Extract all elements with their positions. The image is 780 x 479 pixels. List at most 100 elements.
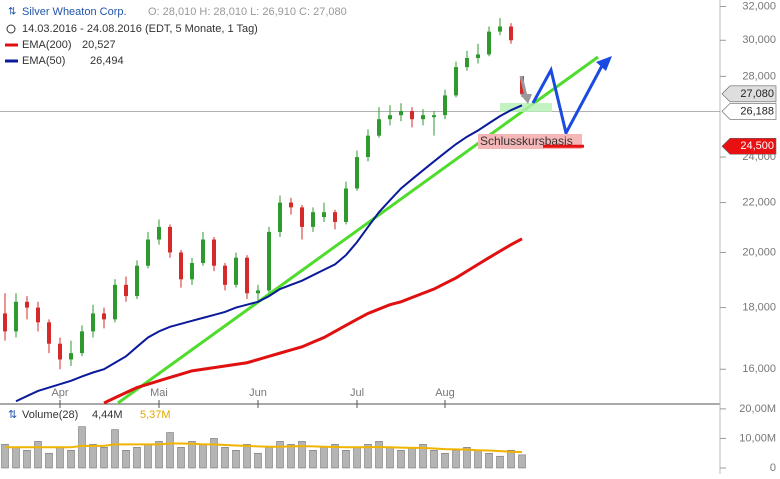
volume-bar xyxy=(221,447,229,469)
volume-bar xyxy=(265,447,273,469)
y-tick-label: 0 xyxy=(770,462,776,474)
volume-bar xyxy=(331,444,339,469)
highlight-zone xyxy=(500,103,552,112)
volume-bar xyxy=(364,444,372,469)
candle-body xyxy=(322,212,326,218)
volume-bar xyxy=(144,444,152,469)
candle-body xyxy=(498,26,502,32)
candle-body xyxy=(443,95,447,116)
candle-body xyxy=(333,212,337,222)
quote: O: 28,010 H: 28,010 L: 26,910 C: 27,080 xyxy=(148,6,347,18)
volume-bar xyxy=(320,447,328,469)
price-marker-label: 27,080 xyxy=(740,88,774,100)
candle-body xyxy=(454,67,458,96)
candle-body xyxy=(25,301,29,308)
volume-bar xyxy=(188,441,196,469)
volume-bar xyxy=(56,447,64,469)
volume-bar xyxy=(34,441,42,469)
candle-body xyxy=(388,115,392,120)
icon: ⇅ xyxy=(8,7,16,18)
volume-bar xyxy=(309,450,317,469)
candle-body xyxy=(234,257,238,285)
candle-body xyxy=(58,343,62,360)
volume-bar xyxy=(100,447,108,469)
candle-body xyxy=(410,111,414,120)
candle-body xyxy=(377,119,381,136)
trend-line xyxy=(117,55,599,405)
x-tick-label: Apr xyxy=(51,387,68,399)
volume-bar xyxy=(463,447,471,469)
volume-bar xyxy=(485,452,493,469)
candle-body xyxy=(432,115,436,118)
volume-bar xyxy=(232,450,240,469)
volume-label: Volume(28) xyxy=(22,409,78,421)
legend-value: 20,527 xyxy=(82,39,116,51)
volume-bar xyxy=(430,450,438,469)
volume-bar xyxy=(287,444,295,469)
volume-bar xyxy=(474,450,482,469)
candle-body xyxy=(256,290,260,294)
candle-body xyxy=(14,301,18,332)
volume-bar xyxy=(155,441,163,469)
candle-body xyxy=(91,313,95,332)
candle-body xyxy=(278,202,282,232)
candle-body xyxy=(47,322,51,344)
volume-bar xyxy=(166,432,174,469)
candle-body xyxy=(80,331,84,354)
candle-body xyxy=(113,284,117,320)
volume-avg-value: 5,37M xyxy=(140,409,171,421)
candle-body xyxy=(3,313,7,332)
clock-icon xyxy=(6,24,16,34)
y-tick-label: 28,000 xyxy=(742,70,776,82)
annotation: Schlusskursbasis xyxy=(480,134,573,148)
arrow-head xyxy=(596,56,612,71)
candle-body xyxy=(179,252,183,280)
volume-bar xyxy=(353,447,361,469)
volume-bar xyxy=(496,455,504,469)
candle-body xyxy=(69,353,73,360)
projection-arrow xyxy=(531,61,606,138)
volume-bar xyxy=(133,447,141,469)
ema-line xyxy=(15,104,523,403)
candle-body xyxy=(124,284,128,297)
candle-body xyxy=(102,313,106,320)
volume-bar xyxy=(441,452,449,469)
volume-bar xyxy=(254,452,262,469)
legend-label: EMA(200) xyxy=(22,39,72,51)
x-tick-label: Aug xyxy=(435,387,455,399)
price-marker xyxy=(721,137,777,155)
volume-value: 4,44M xyxy=(92,409,123,421)
candle-body xyxy=(190,263,194,280)
candle-body xyxy=(399,111,403,116)
y-tick-label: 20,000 xyxy=(742,246,776,258)
volume-bar xyxy=(452,450,460,469)
candle-body xyxy=(146,239,150,266)
volume-bar xyxy=(408,447,416,469)
volume-bar xyxy=(111,429,119,469)
volume-bar xyxy=(342,450,350,469)
candle-body xyxy=(476,54,480,59)
x-tick-label: Mai xyxy=(150,387,168,399)
candle-body xyxy=(289,202,293,208)
candle-body xyxy=(465,58,469,68)
candle-body xyxy=(223,265,227,285)
volume-bar xyxy=(1,444,9,469)
candle-body xyxy=(344,188,348,222)
candle-body xyxy=(311,212,315,227)
volume-bar xyxy=(386,447,394,469)
x-tick-label: Jul xyxy=(350,387,364,399)
grey-arrow xyxy=(519,75,528,97)
y-tick-label: 16,000 xyxy=(742,363,776,375)
volume-bar xyxy=(177,447,185,469)
price-marker-label: 26,188 xyxy=(740,105,774,117)
grey-arrow-head xyxy=(520,94,532,104)
candle-body xyxy=(355,157,359,189)
volume-bar xyxy=(419,444,427,469)
volume-bar xyxy=(276,441,284,469)
volume-bar xyxy=(199,444,207,469)
candle-body xyxy=(135,265,139,297)
volume-bar xyxy=(23,450,31,469)
volume-bar xyxy=(122,450,130,469)
